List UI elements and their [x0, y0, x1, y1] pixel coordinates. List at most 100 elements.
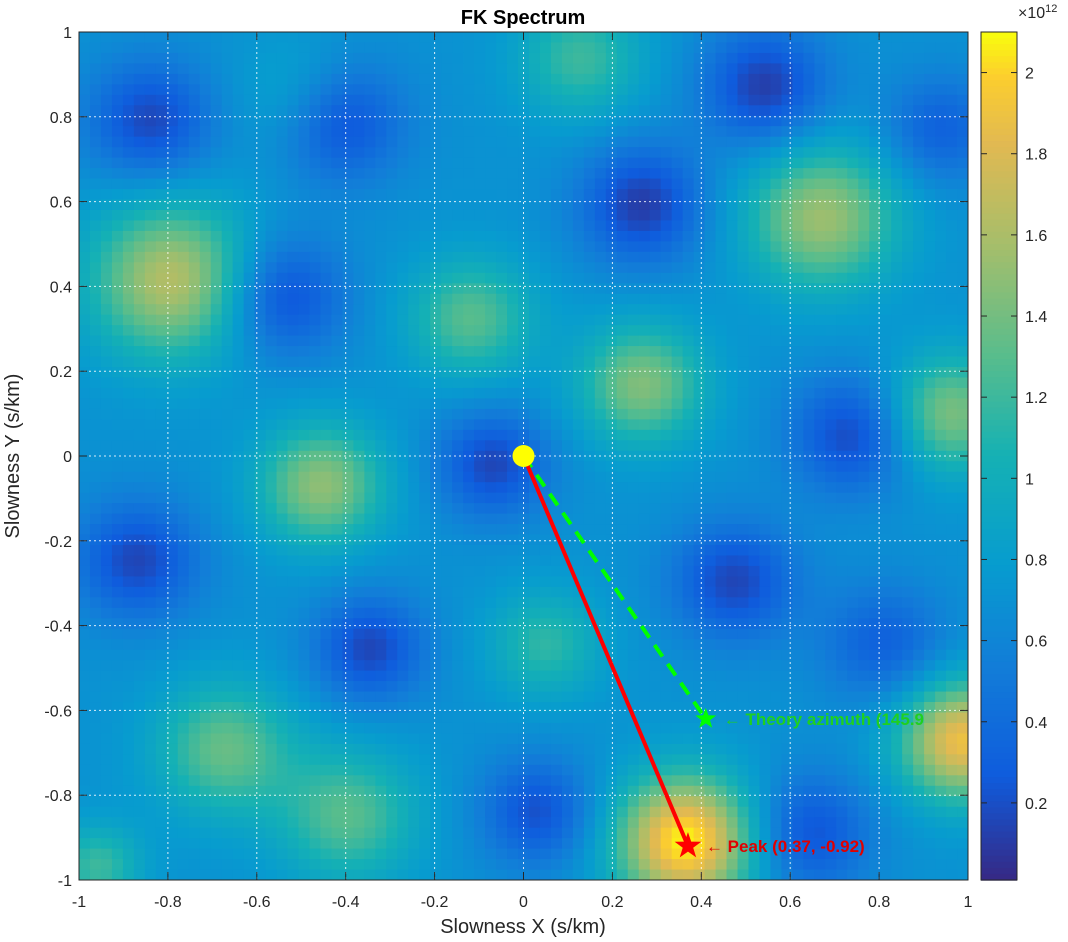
heatmap-cell: [452, 325, 464, 337]
heatmap-cell: [507, 220, 519, 232]
heatmap-cell: [166, 398, 179, 410]
heatmap-cell: [561, 544, 574, 557]
heatmap-cell: [265, 32, 278, 44]
heatmap-cell: [572, 555, 585, 567]
heatmap-cell: [880, 660, 892, 672]
heatmap-cell: [770, 607, 783, 619]
heatmap-cell: [188, 241, 201, 253]
heatmap-cell: [133, 398, 146, 410]
heatmap-cell: [957, 230, 968, 242]
heatmap-cell: [485, 429, 497, 441]
heatmap-cell: [550, 544, 563, 557]
heatmap-cell: [232, 52, 245, 65]
heatmap-cell: [935, 84, 947, 96]
heatmap-cell: [792, 565, 804, 577]
heatmap-cell: [825, 220, 837, 232]
heatmap-cell: [539, 628, 552, 640]
heatmap-cell: [496, 544, 508, 557]
heatmap-cell: [353, 168, 365, 180]
heatmap-cell: [814, 73, 826, 85]
heatmap-cell: [331, 555, 344, 567]
heatmap-cell: [704, 94, 717, 106]
heatmap-cell: [188, 199, 201, 211]
heatmap-cell: [671, 157, 684, 169]
heatmap-cell: [507, 628, 519, 640]
heatmap-cell: [309, 607, 322, 619]
heatmap-cell: [441, 157, 453, 169]
heatmap-cell: [232, 461, 245, 473]
heatmap-cell: [869, 52, 881, 65]
heatmap-cell: [331, 387, 344, 400]
heatmap-cell: [671, 283, 684, 295]
heatmap-cell: [814, 241, 826, 253]
heatmap-cell: [550, 440, 563, 452]
heatmap-cell: [814, 84, 826, 96]
heatmap-cell: [133, 293, 146, 305]
heatmap-cell: [847, 607, 859, 619]
heatmap-cell: [770, 482, 783, 494]
heatmap-cell: [627, 335, 640, 347]
heatmap-cell: [452, 199, 464, 211]
heatmap-cell: [199, 408, 212, 420]
heatmap-cell: [748, 272, 761, 284]
heatmap-cell: [166, 597, 179, 609]
heatmap-cell: [528, 419, 541, 431]
heatmap-cell: [858, 293, 870, 305]
heatmap-cell: [386, 52, 398, 65]
heatmap-cell: [638, 335, 651, 347]
heatmap-cell: [792, 586, 804, 598]
heatmap-cell: [704, 168, 717, 180]
heatmap-cell: [891, 136, 903, 148]
heatmap-cell: [309, 429, 322, 441]
heatmap-cell: [627, 32, 640, 44]
heatmap-cell: [781, 565, 793, 577]
heatmap-cell: [188, 94, 201, 106]
heatmap-cell: [935, 440, 947, 452]
heatmap-cell: [309, 136, 322, 148]
heatmap-cell: [463, 660, 475, 672]
heatmap-cell: [331, 649, 344, 661]
heatmap-cell: [430, 346, 442, 358]
heatmap-cell: [463, 157, 475, 169]
heatmap-cell: [254, 482, 267, 494]
heatmap-cell: [474, 84, 486, 96]
heatmap-cell: [748, 262, 761, 274]
heatmap-cell: [627, 304, 640, 316]
heatmap-cell: [441, 126, 453, 138]
heatmap-cell: [704, 356, 717, 368]
heatmap-cell: [847, 230, 859, 242]
heatmap-cell: [100, 534, 113, 546]
heatmap-cell: [638, 555, 651, 567]
heatmap-cell: [298, 272, 311, 284]
heatmap-cell: [660, 199, 673, 211]
heatmap-cell: [748, 639, 761, 651]
heatmap-cell: [770, 73, 783, 85]
heatmap-cell: [452, 335, 464, 347]
heatmap-cell: [616, 450, 629, 462]
heatmap-cell: [166, 482, 179, 494]
heatmap-cell: [627, 126, 640, 138]
heatmap-cell: [957, 189, 968, 201]
heatmap-cell: [605, 440, 618, 452]
heatmap-cell: [276, 534, 289, 546]
heatmap: [79, 32, 968, 880]
heatmap-cell: [518, 628, 530, 640]
heatmap-cell: [265, 513, 278, 525]
heatmap-cell: [243, 283, 256, 295]
heatmap-cell: [507, 544, 519, 557]
heatmap-cell: [155, 251, 168, 263]
heatmap-cell: [408, 241, 420, 253]
heatmap-cell: [671, 126, 684, 138]
heatmap-cell: [605, 115, 618, 127]
heatmap-cell: [430, 565, 442, 577]
heatmap-cell: [320, 576, 333, 588]
heatmap-cell: [452, 586, 464, 598]
heatmap-cell: [430, 178, 442, 190]
heatmap-cell: [726, 220, 739, 232]
heatmap-cell: [100, 607, 113, 619]
heatmap-cell: [715, 450, 728, 462]
heatmap-cell: [748, 377, 761, 389]
heatmap-cell: [254, 471, 267, 483]
heatmap-cell: [232, 408, 245, 420]
heatmap-cell: [375, 660, 387, 672]
